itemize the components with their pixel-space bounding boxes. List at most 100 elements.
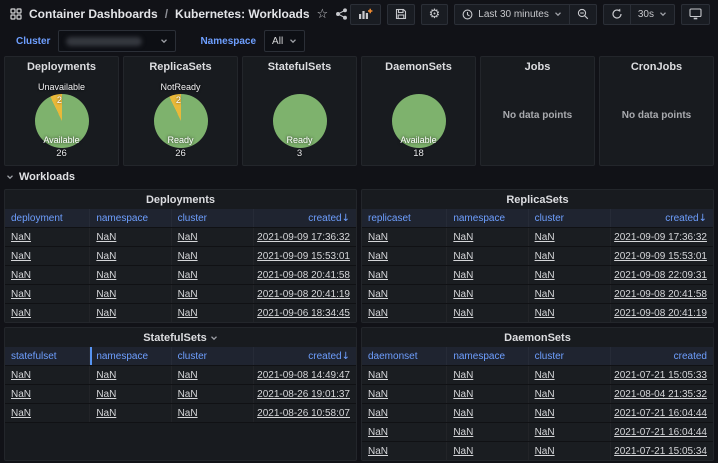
cell-link[interactable]: NaN xyxy=(534,407,555,419)
cell-link[interactable]: NaN xyxy=(534,231,555,243)
cell-link[interactable]: NaN xyxy=(177,231,198,243)
cell-link[interactable]: NaN xyxy=(11,250,32,262)
cell-link[interactable]: NaN xyxy=(177,250,198,262)
dashboard-settings-button[interactable]: ⚙ xyxy=(420,3,449,25)
cell-link[interactable]: 2021-07-21 16:04:44 xyxy=(614,407,707,419)
cell-link[interactable]: NaN xyxy=(11,369,32,381)
cell-link[interactable]: 2021-09-09 15:53:01 xyxy=(257,250,350,262)
cell-link[interactable]: NaN xyxy=(368,426,389,438)
cell-link[interactable]: NaN xyxy=(453,231,474,243)
panel-title[interactable]: Deployments xyxy=(26,60,97,73)
cell-link[interactable]: NaN xyxy=(453,369,474,381)
cell-link[interactable]: 2021-08-26 19:01:37 xyxy=(257,388,350,400)
cell-link[interactable]: NaN xyxy=(96,407,117,419)
cell-link[interactable]: NaN xyxy=(96,388,117,400)
column-header-cluster[interactable]: cluster xyxy=(172,209,255,227)
column-header-replicaset[interactable]: replicaset xyxy=(362,209,447,227)
cell-link[interactable]: NaN xyxy=(534,307,555,319)
cell-link[interactable]: 2021-09-09 17:36:32 xyxy=(257,231,350,243)
save-dashboard-button[interactable] xyxy=(386,3,415,25)
column-header-namespace[interactable]: namespace xyxy=(447,347,528,365)
cell-link[interactable]: 2021-08-04 21:35:32 xyxy=(614,388,707,400)
column-header-deployment[interactable]: deployment xyxy=(5,209,90,227)
star-icon[interactable]: ☆ xyxy=(316,6,329,22)
panel-title[interactable]: DaemonSets xyxy=(385,60,452,73)
cell-link[interactable]: NaN xyxy=(453,307,474,319)
column-header-namespace[interactable]: namespace xyxy=(90,209,171,227)
cell-link[interactable]: NaN xyxy=(11,388,32,400)
cell-link[interactable]: NaN xyxy=(368,250,389,262)
cell-link[interactable]: NaN xyxy=(96,231,117,243)
panel-title[interactable]: Deployments xyxy=(5,190,356,209)
cell-link[interactable]: NaN xyxy=(11,269,32,281)
cluster-variable-select[interactable] xyxy=(58,30,177,52)
refresh-button[interactable] xyxy=(602,3,631,25)
cell-link[interactable]: NaN xyxy=(368,388,389,400)
column-header-cluster[interactable]: cluster xyxy=(529,209,612,227)
cell-link[interactable]: NaN xyxy=(534,426,555,438)
cell-link[interactable]: NaN xyxy=(453,388,474,400)
column-header-created[interactable]: created ↓ xyxy=(254,209,356,227)
cell-link[interactable]: 2021-09-06 18:34:45 xyxy=(257,307,350,319)
namespace-variable-select[interactable]: All xyxy=(264,30,306,52)
cell-link[interactable]: 2021-09-08 22:09:31 xyxy=(614,269,707,281)
cell-link[interactable]: NaN xyxy=(453,426,474,438)
column-header-statefulset[interactable]: statefulset xyxy=(5,347,90,365)
column-header-daemonset[interactable]: daemonset xyxy=(362,347,447,365)
column-header-namespace[interactable]: namespace xyxy=(90,347,171,365)
cell-link[interactable]: NaN xyxy=(11,288,32,300)
panel-title[interactable]: ReplicaSets xyxy=(149,60,212,73)
cell-link[interactable]: 2021-09-08 20:41:58 xyxy=(257,269,350,281)
cell-link[interactable]: NaN xyxy=(534,250,555,262)
panel-title[interactable]: Jobs xyxy=(524,60,551,73)
breadcrumb-folder[interactable]: Container Dashboards xyxy=(29,7,158,21)
cell-link[interactable]: NaN xyxy=(368,307,389,319)
breadcrumb-dashboard[interactable]: Kubernetes: Workloads xyxy=(175,7,310,21)
cell-link[interactable]: NaN xyxy=(11,231,32,243)
cell-link[interactable]: NaN xyxy=(177,288,198,300)
cell-link[interactable]: NaN xyxy=(453,407,474,419)
cell-link[interactable]: NaN xyxy=(96,369,117,381)
cell-link[interactable]: NaN xyxy=(368,445,389,457)
cell-link[interactable]: NaN xyxy=(534,445,555,457)
panel-title[interactable]: StatefulSets xyxy=(5,328,356,347)
panel-title[interactable]: StatefulSets xyxy=(267,60,332,73)
cell-link[interactable]: 2021-09-08 20:41:58 xyxy=(614,288,707,300)
cell-link[interactable]: NaN xyxy=(177,269,198,281)
cell-link[interactable]: 2021-09-09 17:36:32 xyxy=(614,231,707,243)
cell-link[interactable]: NaN xyxy=(368,407,389,419)
cell-link[interactable]: 2021-09-08 20:41:19 xyxy=(614,307,707,319)
cell-link[interactable]: NaN xyxy=(368,288,389,300)
column-header-namespace[interactable]: namespace xyxy=(447,209,528,227)
zoom-out-time-button[interactable] xyxy=(569,3,597,25)
cell-link[interactable]: NaN xyxy=(368,231,389,243)
cell-link[interactable]: NaN xyxy=(453,250,474,262)
cell-link[interactable]: NaN xyxy=(368,269,389,281)
apps-grid-icon[interactable] xyxy=(10,8,22,20)
column-header-created[interactable]: created ↓ xyxy=(254,347,356,365)
cell-link[interactable]: NaN xyxy=(96,307,117,319)
cell-link[interactable]: NaN xyxy=(534,269,555,281)
share-icon[interactable] xyxy=(335,8,348,20)
panel-title[interactable]: DaemonSets xyxy=(362,328,713,347)
cell-link[interactable]: NaN xyxy=(534,288,555,300)
cell-link[interactable]: NaN xyxy=(453,445,474,457)
cell-link[interactable]: NaN xyxy=(11,407,32,419)
cell-link[interactable]: NaN xyxy=(534,369,555,381)
cell-link[interactable]: NaN xyxy=(453,269,474,281)
column-header-cluster[interactable]: cluster xyxy=(172,347,255,365)
cell-link[interactable]: NaN xyxy=(11,307,32,319)
cell-link[interactable]: 2021-08-26 10:58:07 xyxy=(257,407,350,419)
panel-title[interactable]: ReplicaSets xyxy=(362,190,713,209)
cell-link[interactable]: 2021-09-08 20:41:19 xyxy=(257,288,350,300)
cell-link[interactable]: 2021-07-21 16:04:44 xyxy=(614,426,707,438)
cell-link[interactable]: NaN xyxy=(453,288,474,300)
add-panel-button[interactable] xyxy=(349,3,381,25)
cell-link[interactable]: NaN xyxy=(96,250,117,262)
cell-link[interactable]: NaN xyxy=(177,369,198,381)
workloads-row-toggle[interactable]: Workloads xyxy=(4,166,714,186)
cell-link[interactable]: NaN xyxy=(534,388,555,400)
cell-link[interactable]: NaN xyxy=(96,288,117,300)
panel-title[interactable]: CronJobs xyxy=(630,60,683,73)
cell-link[interactable]: NaN xyxy=(177,307,198,319)
